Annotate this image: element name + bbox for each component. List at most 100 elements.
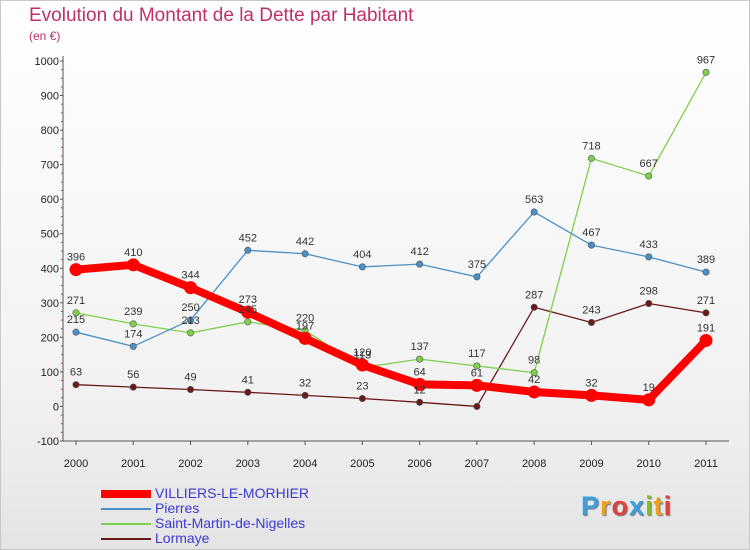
data-label: 41 bbox=[242, 374, 254, 386]
legend-label: Lormaye bbox=[155, 530, 210, 546]
y-tick-label: 800 bbox=[41, 125, 59, 137]
series-line-0 bbox=[72, 260, 710, 404]
data-point bbox=[72, 309, 80, 317]
data-label: 98 bbox=[528, 355, 540, 367]
data-point bbox=[473, 402, 481, 410]
data-point bbox=[473, 273, 481, 281]
data-label: 396 bbox=[67, 252, 85, 264]
data-point bbox=[530, 208, 538, 216]
data-point bbox=[642, 393, 656, 407]
x-tick-label: 2005 bbox=[350, 458, 374, 470]
x-tick-label: 2010 bbox=[636, 458, 660, 470]
data-label: 433 bbox=[640, 239, 658, 251]
data-label: 191 bbox=[697, 322, 715, 334]
data-point bbox=[702, 68, 710, 76]
data-point bbox=[187, 316, 195, 324]
y-tick-label: 1000 bbox=[35, 56, 59, 68]
data-point bbox=[416, 398, 424, 406]
x-tick-label: 2003 bbox=[236, 458, 260, 470]
data-point bbox=[301, 391, 309, 399]
data-point bbox=[187, 329, 195, 337]
data-point bbox=[72, 381, 80, 389]
x-tick-label: 2011 bbox=[694, 458, 718, 470]
legend-swatch bbox=[101, 523, 151, 525]
data-label: 213 bbox=[181, 315, 199, 327]
data-label: 23 bbox=[356, 381, 368, 393]
data-label: 467 bbox=[582, 227, 600, 239]
data-point bbox=[358, 395, 366, 403]
data-label: 271 bbox=[697, 295, 715, 307]
data-point bbox=[470, 378, 484, 392]
data-label: 113 bbox=[354, 349, 372, 361]
y-tick-label: 900 bbox=[41, 91, 59, 103]
data-point bbox=[72, 328, 80, 336]
x-tick-label: 2001 bbox=[121, 458, 145, 470]
legend-swatch bbox=[101, 508, 151, 510]
data-point bbox=[129, 320, 137, 328]
data-point bbox=[129, 383, 137, 391]
data-label: 174 bbox=[124, 328, 142, 340]
data-point bbox=[416, 355, 424, 363]
data-label: 12 bbox=[414, 384, 426, 396]
legend-swatch bbox=[101, 490, 151, 498]
data-point bbox=[702, 268, 710, 276]
y-tick-label: -100 bbox=[37, 436, 59, 448]
data-label: 452 bbox=[239, 232, 257, 244]
data-point bbox=[69, 263, 83, 277]
chart-unit: (en €) bbox=[29, 29, 61, 43]
data-label: 298 bbox=[640, 286, 658, 298]
data-label: 239 bbox=[124, 306, 142, 318]
data-point bbox=[702, 309, 710, 317]
data-label: 32 bbox=[585, 377, 597, 389]
axes: -100 0 100 200 300 400 500 600 700 800 900 1000 2000… bbox=[35, 56, 729, 470]
data-point bbox=[530, 303, 538, 311]
data-label: 64 bbox=[414, 366, 426, 378]
logo-letter: t bbox=[653, 491, 664, 521]
logo-letter: i bbox=[645, 491, 654, 521]
data-label: 197 bbox=[296, 320, 314, 332]
x-tick-label: 2002 bbox=[178, 458, 202, 470]
data-point bbox=[587, 154, 595, 162]
data-label: 442 bbox=[296, 236, 314, 248]
legend-label: Saint-Martin-de-Nigelles bbox=[155, 515, 306, 531]
data-label: 120 bbox=[353, 347, 371, 359]
chart-title: Evolution du Montant de la Dette par Hab… bbox=[29, 5, 414, 26]
y-tick-label: 500 bbox=[41, 229, 59, 241]
data-point bbox=[244, 246, 252, 254]
y-tick-label: 300 bbox=[41, 298, 59, 310]
data-point bbox=[530, 369, 538, 377]
data-label: 63 bbox=[70, 367, 82, 379]
data-point bbox=[587, 241, 595, 249]
logo-letter: P bbox=[581, 491, 601, 521]
data-point bbox=[187, 386, 195, 394]
data-label: 412 bbox=[410, 246, 428, 258]
x-tick-label: 2009 bbox=[579, 458, 603, 470]
y-tick-label: 400 bbox=[41, 263, 59, 275]
data-label: 718 bbox=[582, 140, 600, 152]
data-label: 245 bbox=[239, 304, 257, 316]
data-point bbox=[645, 253, 653, 261]
y-tick-label: 100 bbox=[41, 367, 59, 379]
data-label: 250 bbox=[181, 302, 199, 314]
data-point bbox=[416, 260, 424, 268]
data-point bbox=[298, 331, 312, 345]
x-tick-label: 2008 bbox=[522, 458, 546, 470]
data-point bbox=[241, 305, 255, 319]
data-label: 389 bbox=[697, 254, 715, 266]
data-label: 273 bbox=[239, 294, 257, 306]
data-point bbox=[699, 333, 713, 347]
data-point bbox=[413, 377, 427, 391]
data-point bbox=[184, 281, 198, 295]
legend-swatch bbox=[101, 538, 151, 540]
x-tick-label: 2004 bbox=[293, 458, 317, 470]
data-label: 215 bbox=[67, 314, 85, 326]
y-tick-label: 0 bbox=[53, 401, 59, 413]
data-point bbox=[244, 388, 252, 396]
data-point bbox=[244, 318, 252, 326]
data-point bbox=[587, 319, 595, 327]
logo-letter: x bbox=[629, 491, 646, 521]
x-tick-label: 2006 bbox=[407, 458, 431, 470]
series-layer bbox=[69, 68, 713, 410]
data-point bbox=[126, 258, 140, 272]
